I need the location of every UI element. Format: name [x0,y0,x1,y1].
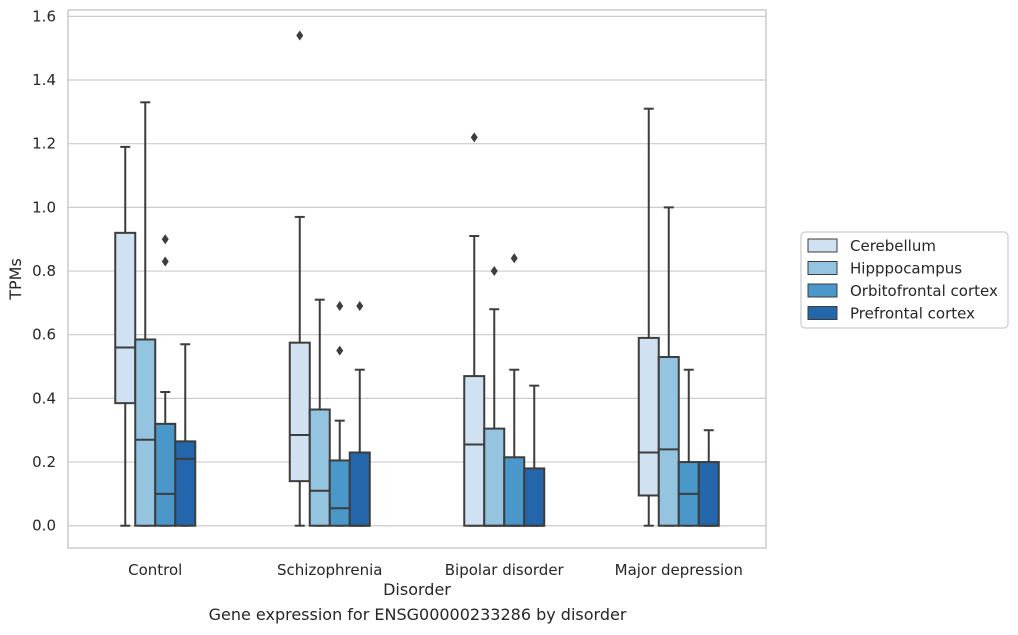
box-body [328,459,351,527]
y-tick-label: 1.4 [32,71,56,89]
box-orbitofrontal-cortex-2 [503,253,526,527]
outlier-point [336,301,344,312]
x-tick-label: Schizophrenia [277,561,382,579]
legend-frame [800,231,1009,329]
box-prefrontal-cortex-1 [348,301,371,527]
box-cerebellum-3 [637,107,660,527]
outlier-point [336,345,344,356]
legend: Cerebellum Hipppocampus Orbitofrontal cort… [800,231,1009,329]
y-tick-label: 1.6 [32,7,56,25]
y-axis-title: TPMs [6,258,25,301]
box-prefrontal-cortex-2 [523,384,546,527]
legend-label: Prefrontal cortex [850,305,975,323]
x-axis-ticks: Control Schizophrenia Bipolar disorder Majo… [128,561,743,579]
y-tick-label: 0.2 [32,453,56,471]
box-orbitofrontal-cortex-0 [154,234,177,527]
box-cerebellum-1 [288,30,311,527]
box-hipppocampus-1 [308,298,331,527]
box-prefrontal-cortex-0 [174,343,197,527]
box-body [503,456,526,527]
outlier-point [470,132,478,143]
x-tick-label: Bipolar disorder [445,561,565,579]
box-orbitofrontal-cortex-1 [328,301,351,527]
figure-caption: Gene expression for ENSG00000233286 by d… [208,605,627,624]
box-body [463,375,486,527]
box-cerebellum-2 [463,132,486,527]
legend-label: Hipppocampus [850,260,962,278]
box-body [697,461,720,527]
legend-swatch [807,283,838,298]
legend-swatch [807,261,838,275]
box-body [174,440,197,527]
y-tick-label: 0.4 [32,389,56,407]
box-body [288,341,311,483]
outlier-point [490,266,498,277]
x-tick-label: Major depression [615,561,743,579]
y-tick-label: 0.8 [32,262,56,280]
box-body [154,422,177,527]
legend-swatch [807,306,838,320]
box-orbitofrontal-cortex-3 [677,368,700,527]
x-axis-title: Disorder [383,580,451,599]
box-body [637,336,660,497]
outlier-point [161,234,169,245]
outlier-point [510,253,518,264]
box-hipppocampus-3 [657,206,680,527]
box-prefrontal-cortex-3 [697,429,720,527]
box-body [134,338,157,527]
legend-swatch [807,238,838,253]
legend-label: Orbitofrontal cortex [850,282,998,300]
legend-label: Cerebellum [850,237,936,255]
box-body [657,355,680,527]
box-cerebellum-0 [114,145,137,527]
box-hipppocampus-2 [483,266,506,527]
box-body [523,467,546,527]
outlier-point [161,256,169,267]
y-tick-label: 0.0 [32,517,56,535]
box-body [348,451,371,527]
box-series-group [114,30,720,527]
y-tick-label: 0.6 [32,326,56,344]
y-tick-label: 1.2 [32,135,56,153]
plot-area-frame [67,9,767,549]
y-tick-label: 1.0 [32,198,56,216]
outlier-point [296,30,304,41]
y-axis-ticks: 0.0 0.2 0.4 0.6 0.8 1.0 1.2 1.4 1.6 [32,7,56,534]
outlier-point [356,301,364,312]
x-tick-label: Control [128,561,182,579]
box-body [308,408,331,527]
box-body [114,231,137,405]
box-hipppocampus-0 [134,101,157,527]
box-body [483,427,506,527]
